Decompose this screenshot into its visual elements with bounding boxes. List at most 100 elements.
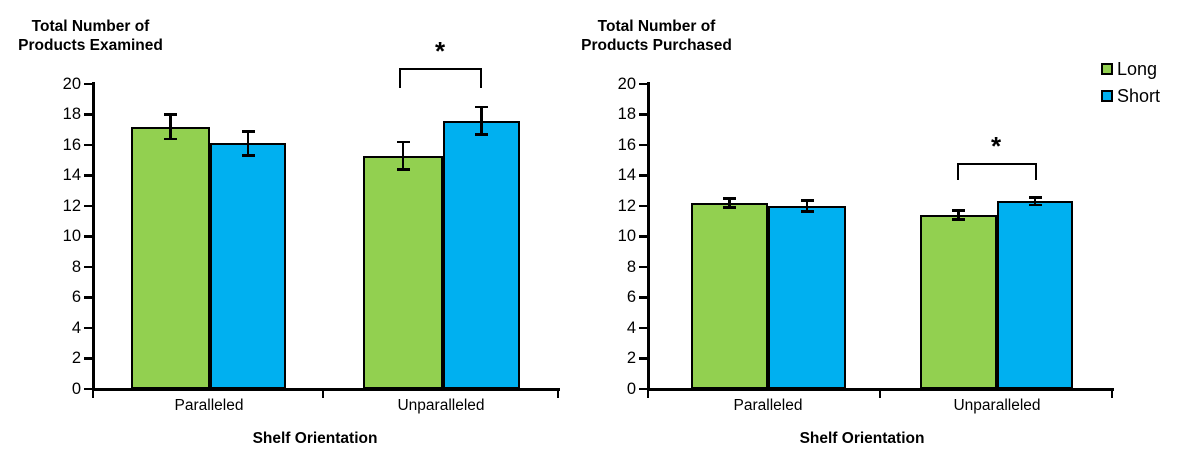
bar-long-unparalleled <box>920 215 997 389</box>
category-label-paralleled: Paralleled <box>733 397 803 414</box>
error-bar-stem-short-paralleled <box>805 200 809 212</box>
bar-long-unparalleled <box>363 155 443 389</box>
significance-star: * <box>434 36 446 66</box>
error-bar-cap-top-short-unparalleled <box>475 105 488 109</box>
y-tick <box>83 143 92 147</box>
legend-label-long: Long <box>1117 59 1158 79</box>
y-tick <box>83 326 92 330</box>
x-tick <box>1110 390 1114 398</box>
bar-short-unparalleled <box>997 201 1073 389</box>
y-tick-label: 16 <box>62 135 81 154</box>
error-bar-cap-top-long-paralleled <box>723 197 736 200</box>
significance-bracket-right <box>480 68 482 88</box>
y-tick <box>83 296 92 299</box>
error-bar-stem-short-paralleled <box>246 131 250 156</box>
error-bar-stem-long-unparalleled <box>401 141 405 170</box>
error-bar-cap-bottom-long-unparalleled <box>396 168 410 171</box>
error-bar-cap-bottom-long-paralleled <box>723 206 736 209</box>
y-tick-label: 12 <box>617 196 636 215</box>
error-bar-stem-long-paralleled <box>728 198 731 208</box>
significance-bracket-top <box>957 163 1037 165</box>
y-tick <box>83 265 92 269</box>
significance-bracket-right <box>1035 163 1037 180</box>
y-tick <box>83 174 92 177</box>
y-tick <box>83 357 92 360</box>
error-bar-cap-bottom-long-paralleled <box>164 137 177 141</box>
y-tick-label: 2 <box>71 349 81 367</box>
category-label-unparalleled: Unparalleled <box>397 397 485 414</box>
y-tick-label: 10 <box>62 227 81 245</box>
y-tick-label: 6 <box>71 288 81 306</box>
bar-long-paralleled <box>691 202 768 389</box>
y-tick <box>638 265 647 269</box>
y-tick <box>83 235 92 238</box>
x-axis <box>91 387 560 391</box>
significance-bracket-left <box>957 163 959 180</box>
x-tick <box>321 390 325 398</box>
y-tick-label: 8 <box>71 257 81 276</box>
y-tick <box>83 387 92 391</box>
bar-short-paralleled <box>210 143 286 389</box>
y-tick-label: 10 <box>617 227 636 245</box>
y-tick-label: 4 <box>626 318 636 337</box>
error-bar-cap-bottom-short-paralleled <box>800 210 814 213</box>
y-tick-label: 20 <box>62 74 81 93</box>
y-tick-label: 6 <box>626 288 636 306</box>
error-bar-cap-bottom-short-paralleled <box>241 154 255 157</box>
significance-bracket-left <box>399 68 401 88</box>
significance-bracket-top <box>399 68 482 70</box>
error-bar-stem-short-unparalleled <box>480 106 483 135</box>
y-tick <box>638 387 647 391</box>
error-bar-stem-short-unparalleled <box>1033 197 1037 206</box>
bar-long-paralleled <box>131 126 210 389</box>
y-tick-label: 4 <box>71 318 81 337</box>
y-tick-label: 20 <box>617 74 636 93</box>
y-tick-label: 8 <box>626 257 636 276</box>
bar-short-paralleled <box>768 206 846 389</box>
legend-item-long: Long <box>1101 59 1160 79</box>
error-bar-cap-top-long-unparalleled <box>396 140 410 144</box>
y-tick <box>638 357 647 360</box>
y-tick <box>83 204 92 208</box>
y-axis <box>91 82 95 391</box>
significance-star: * <box>990 131 1002 161</box>
y-tick-label: 18 <box>617 105 636 123</box>
legend-item-short: Short <box>1101 86 1160 106</box>
y-tick <box>638 82 647 86</box>
y-tick-label: 0 <box>626 379 636 398</box>
y-tick <box>638 235 647 238</box>
error-bar-cap-bottom-long-unparalleled <box>952 218 965 221</box>
chart-title-purchased: Total Number of Products Purchased <box>581 18 732 54</box>
x-axis-title: Shelf Orientation <box>252 430 378 447</box>
y-tick-label: 2 <box>626 349 636 367</box>
y-tick <box>638 143 647 147</box>
y-tick <box>83 113 92 116</box>
legend-swatch-short <box>1101 90 1113 102</box>
x-tick <box>646 390 650 398</box>
y-tick <box>638 326 647 330</box>
error-bar-cap-top-short-paralleled <box>241 130 255 133</box>
y-tick-label: 14 <box>62 166 81 184</box>
y-tick-label: 0 <box>71 379 81 398</box>
y-tick <box>638 174 647 177</box>
y-tick <box>638 204 647 208</box>
error-bar-cap-top-short-paralleled <box>800 199 814 202</box>
x-tick <box>878 390 882 398</box>
error-bar-stem-long-unparalleled <box>957 210 960 220</box>
error-bar-cap-top-long-paralleled <box>164 113 177 116</box>
x-tick <box>91 390 95 398</box>
y-tick <box>638 113 647 116</box>
x-axis <box>646 387 1114 391</box>
bar-short-unparalleled <box>443 120 520 389</box>
y-axis <box>646 82 650 391</box>
category-label-unparalleled: Unparalleled <box>953 397 1041 414</box>
legend-swatch-long <box>1101 63 1113 75</box>
y-tick-label: 18 <box>62 105 81 123</box>
chart-title-examined: Total Number of Products Examined <box>18 18 163 54</box>
x-axis-title: Shelf Orientation <box>799 430 925 447</box>
y-tick <box>83 82 92 86</box>
y-tick-label: 16 <box>617 135 636 154</box>
